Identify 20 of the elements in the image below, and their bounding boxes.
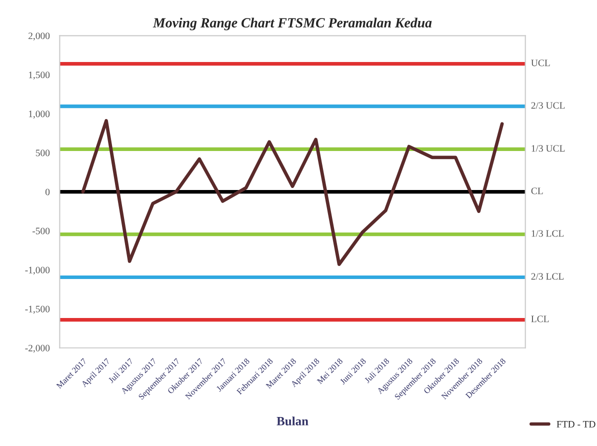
ref-line-label: UCL (531, 60, 550, 66)
y-tick-label: 1,500 (28, 72, 50, 80)
y-tick-label: 2,000 (28, 32, 50, 41)
legend-label: FTD - TD (556, 421, 596, 428)
ref-line-label: 2/3 LCL (531, 273, 564, 280)
y-tick-label: 500 (36, 150, 50, 156)
ref-line-label: CL (531, 188, 543, 194)
y-tick-label: 0 (45, 188, 50, 196)
ref-line-label: LCL (531, 316, 549, 322)
y-tick-label: -500 (32, 228, 50, 234)
y-tick-label: -1,500 (25, 306, 50, 314)
y-tick-label: -2,000 (25, 344, 50, 353)
ref-line-label: 2/3 UCL (531, 102, 565, 109)
y-tick-label: 1,000 (28, 110, 50, 119)
ref-line-label: 1/3 LCL (532, 230, 564, 237)
ref-line-label: 1/3 UCL (532, 145, 565, 152)
line-series (81, 119, 504, 266)
y-tick-label: -1,000 (25, 266, 50, 275)
x-axis-title: Bulan (276, 416, 308, 426)
chart-title: Moving Range Chart FTSMC Peramalan Kedua (152, 18, 432, 30)
